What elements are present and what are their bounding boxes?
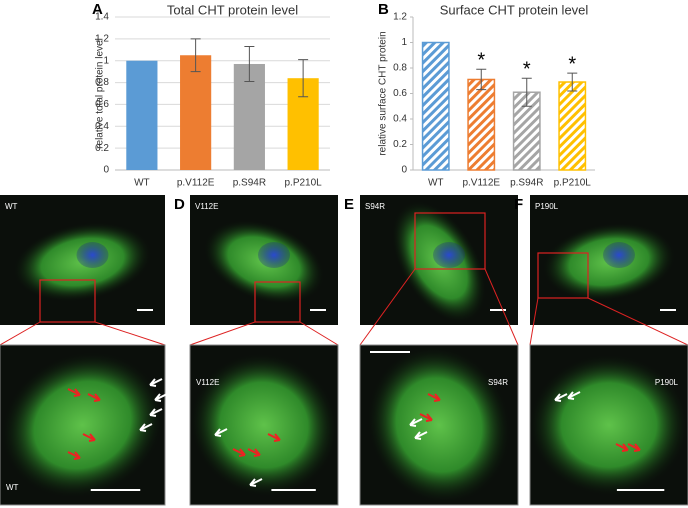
bar: [421, 41, 450, 171]
panel-letter: D: [174, 196, 185, 213]
y-axis-label: relative total protein level: [95, 38, 106, 149]
y-tick-label: 0.6: [95, 99, 109, 110]
y-axis-label: relative surface CHT protein: [378, 31, 389, 155]
nucleus: [433, 242, 465, 268]
significance-mark: *: [568, 53, 576, 75]
arrow: [414, 431, 428, 440]
cell: [367, 346, 511, 504]
chart-title: Total CHT protein level: [167, 2, 298, 17]
x-tick-label: p.P210L: [284, 178, 322, 189]
y-tick-label: 1.4: [95, 12, 109, 23]
arrow: [154, 393, 168, 402]
zoom-box: [537, 252, 589, 299]
cell: [530, 355, 688, 495]
error-bar: [567, 72, 578, 92]
y-tick-label: 0.4: [95, 121, 109, 132]
y-tick-label: 1: [401, 37, 407, 48]
zoom-box: [414, 212, 486, 270]
arrow: [149, 408, 163, 417]
panel-letter: A: [92, 1, 103, 18]
y-tick-label: 0.2: [95, 143, 109, 154]
nucleus: [258, 242, 290, 268]
panel-letter: F: [514, 196, 523, 213]
y-tick-label: 0.4: [393, 114, 407, 125]
error-bar: [476, 68, 487, 91]
arrow: [87, 393, 101, 402]
zoom-line: [359, 268, 519, 346]
panel-letter: E: [344, 196, 354, 213]
y-tick-label: 0: [401, 165, 407, 176]
bar: [467, 78, 496, 171]
arrow: [267, 433, 281, 442]
image-label: WT: [5, 202, 18, 211]
y-tick-label: 1.2: [393, 12, 407, 23]
image-label: S94R: [488, 378, 508, 387]
arrow: [67, 451, 81, 460]
y-tick-label: 0.2: [393, 139, 407, 150]
arrow: [82, 433, 96, 442]
significance-mark: *: [523, 58, 531, 80]
bar: [558, 81, 587, 171]
image-label: P190L: [535, 202, 559, 211]
error-bar: [298, 59, 309, 98]
significance-mark: *: [477, 50, 485, 72]
arrow: [627, 443, 641, 452]
x-tick-label: p.V112E: [462, 178, 500, 189]
y-tick-label: 0.6: [393, 88, 407, 99]
arrow: [149, 378, 163, 387]
arrow: [249, 478, 263, 487]
arrow: [427, 393, 441, 402]
error-bar: [244, 46, 255, 82]
arrow: [409, 418, 423, 427]
y-tick-label: 1: [103, 55, 109, 66]
x-tick-label: p.S94R: [510, 178, 543, 189]
image-label: WT: [6, 483, 19, 492]
arrow: [247, 448, 261, 457]
y-tick-label: 0: [103, 165, 109, 176]
cell: [2, 352, 163, 498]
zoom-box: [39, 279, 96, 323]
zoom-line: [529, 297, 688, 346]
image-label: S94R: [365, 202, 385, 211]
panel-letter: B: [378, 1, 389, 18]
x-tick-label: p.V112E: [177, 178, 215, 189]
x-tick-label: WT: [134, 178, 150, 189]
nucleus: [76, 242, 109, 268]
zoom-line: [189, 321, 339, 346]
error-bar: [190, 38, 201, 73]
cell: [190, 353, 338, 497]
image-label: V112E: [195, 202, 218, 211]
bar: [180, 55, 212, 170]
x-tick-label: p.S94R: [233, 178, 266, 189]
arrow: [139, 423, 153, 432]
x-tick-label: WT: [428, 178, 444, 189]
error-bar: [521, 77, 532, 107]
bar: [126, 60, 158, 170]
arrow: [232, 448, 246, 457]
y-tick-label: 0.8: [95, 77, 109, 88]
arrow: [554, 393, 568, 402]
y-tick-label: 0.8: [393, 63, 407, 74]
zoom-line: [0, 321, 166, 346]
image-label: P190L: [655, 378, 679, 387]
arrow: [615, 443, 629, 452]
x-tick-label: p.P210L: [554, 178, 592, 189]
arrow: [567, 391, 581, 400]
arrow: [419, 413, 433, 422]
zoom-box: [254, 281, 301, 323]
y-tick-label: 1.2: [95, 33, 109, 44]
chart-title: Surface CHT protein level: [440, 2, 589, 17]
nucleus: [603, 242, 635, 268]
image-label: V112E: [196, 378, 219, 387]
arrow: [214, 428, 228, 437]
arrow: [67, 388, 81, 397]
